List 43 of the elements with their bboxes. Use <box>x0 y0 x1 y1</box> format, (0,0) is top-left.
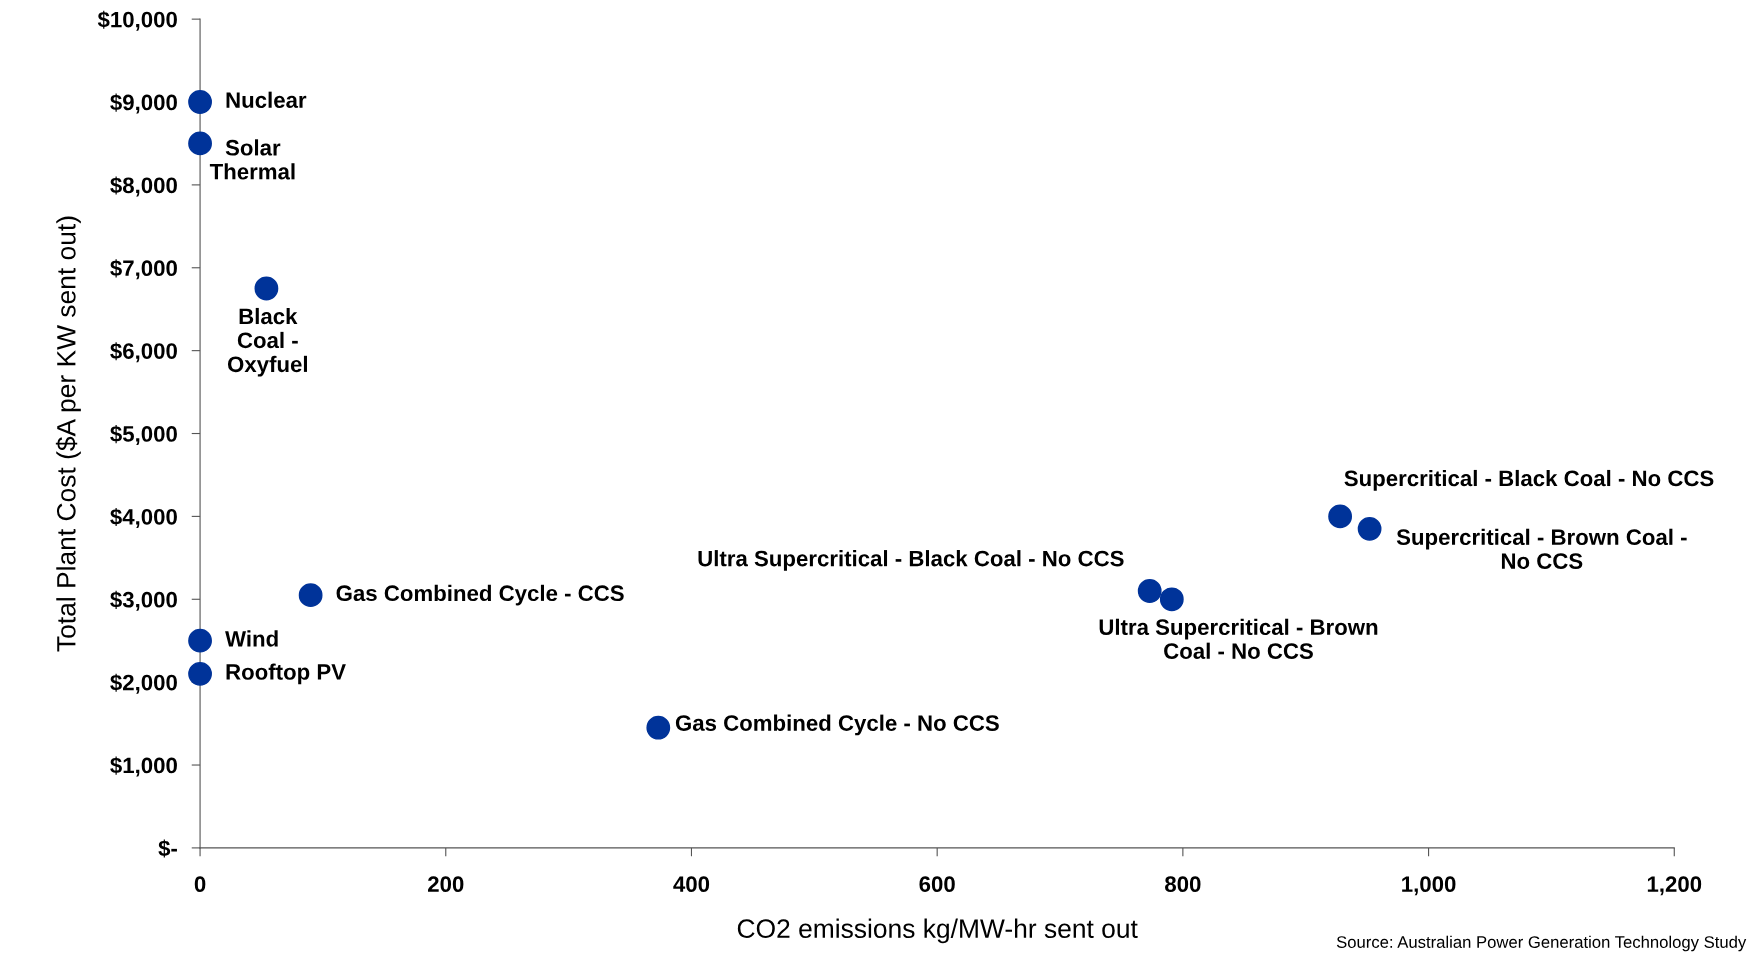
y-axis-title: Total Plant Cost ($A per KW sent out) <box>55 216 81 652</box>
annotation: Solar Thermal <box>209 139 295 180</box>
x-axis-title: CO2 emissions kg/MW-hr sent out <box>737 918 1138 944</box>
x-tick-label: 1,200 <box>1647 876 1702 896</box>
y-tick-label: $4,000 <box>110 507 177 528</box>
annotation: Gas Combined Cycle - CCS <box>336 584 624 606</box>
point <box>254 276 279 301</box>
point <box>1357 516 1382 541</box>
point <box>188 90 212 114</box>
x-tick-label: 600 <box>919 876 955 892</box>
y-tick-label: $8,000 <box>110 176 177 197</box>
annotation: Nuclear <box>226 91 307 108</box>
annotation: Wind <box>225 630 278 647</box>
annotation: Supercritical - Brown Coal - No CCS <box>1396 528 1687 569</box>
annotation: Ultra Supercritical - Brown Coal - No CCS <box>1099 618 1378 659</box>
y-tick-label: $3,000 <box>110 590 177 611</box>
x-tick-label: 400 <box>673 876 710 892</box>
point <box>188 628 212 653</box>
point <box>298 583 323 608</box>
annotation: Gas Combined Cycle - No CCS <box>675 714 999 736</box>
source-note: Source: Australian Power Generation Technology Study <box>1336 935 1747 952</box>
annotation: Rooftop PV <box>226 663 346 685</box>
point <box>1159 587 1184 612</box>
y-tick-label: $1,000 <box>110 756 177 777</box>
y-tick-label: $5,000 <box>110 425 177 446</box>
point <box>646 715 671 740</box>
point <box>188 661 212 686</box>
y-tick-label: $10,000 <box>97 10 177 31</box>
y-tick-label: $2,000 <box>110 673 177 694</box>
x-tick-label: 800 <box>1165 876 1201 892</box>
x-tick-label: 200 <box>428 876 464 892</box>
x-tick-label: 1,000 <box>1402 876 1456 896</box>
point <box>1137 579 1162 603</box>
point <box>1328 504 1353 529</box>
y-tick-label: $6,000 <box>110 342 177 363</box>
annotation: Supercritical - Black Coal - No CCS <box>1344 469 1714 491</box>
point <box>188 131 212 156</box>
y-tick-label: $9,000 <box>110 93 177 114</box>
annotation: Ultra Supercritical - Black Coal - No CCS <box>698 550 1124 571</box>
y-tick-label: $- <box>158 839 177 858</box>
y-tick-label: $7,000 <box>110 259 177 280</box>
x-tick-label: 0 <box>194 876 206 892</box>
annotation: Black Coal - Oxyfuel <box>227 307 307 377</box>
